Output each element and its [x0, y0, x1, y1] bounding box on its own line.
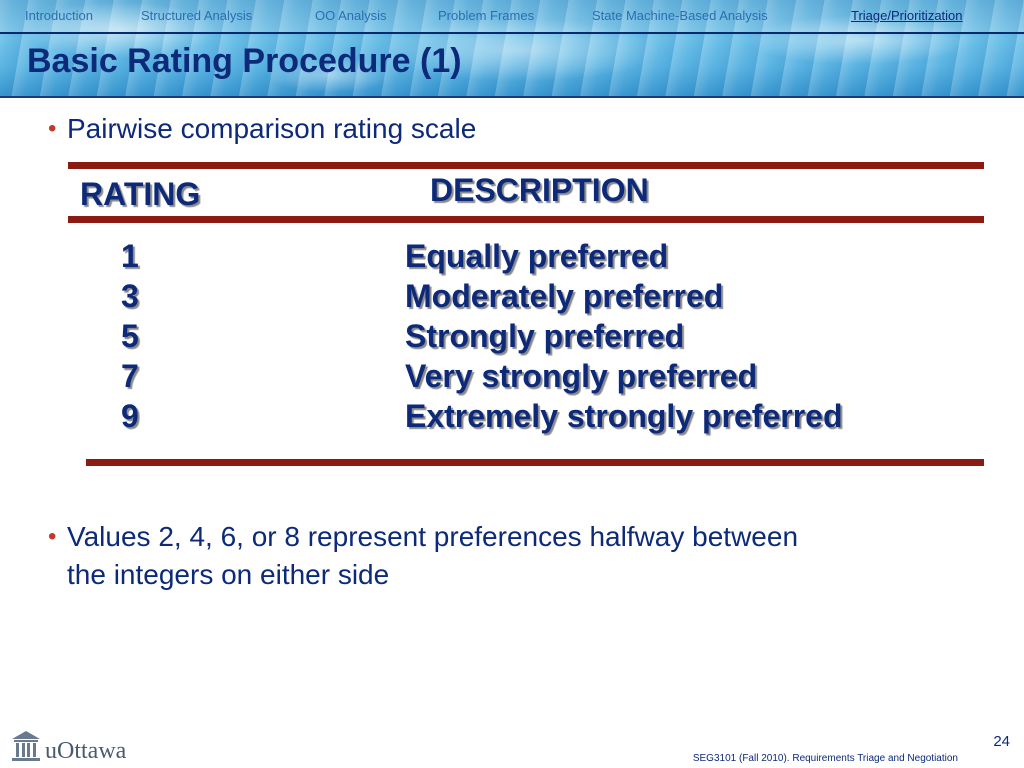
rating-description: Very strongly preferred [405, 358, 758, 394]
bullet-dot-icon: • [48, 523, 57, 550]
nav-item-oo-analysis[interactable]: OO Analysis [315, 8, 387, 23]
nav-item-state-machine-analysis[interactable]: State Machine-Based Analysis [592, 8, 768, 23]
nav-item-triage-prioritization[interactable]: Triage/Prioritization [851, 8, 963, 23]
rating-description: Extremely strongly preferred [405, 398, 843, 434]
university-logo-icon [12, 731, 40, 761]
nav-item-structured-analysis[interactable]: Structured Analysis [141, 8, 253, 23]
nav-item-problem-frames[interactable]: Problem Frames [438, 8, 535, 23]
table-header-rule [68, 216, 984, 223]
section-nav: Introduction Structured Analysis OO Anal… [0, 0, 1024, 34]
bullet-text: Pairwise comparison rating scale [67, 113, 477, 144]
rating-value: 5 [121, 318, 139, 354]
header-rating: RATING [80, 176, 201, 212]
page-number: 24 [993, 733, 1010, 750]
footer-course-title: SEG3101 (Fall 2010). Requirements Triage… [692, 753, 958, 764]
header-banner: Introduction Structured Analysis OO Anal… [0, 0, 1024, 96]
table-bottom-rule [86, 459, 984, 466]
rating-description: Equally preferred [405, 238, 669, 274]
bullet-dot-icon: • [48, 115, 57, 142]
slide-title: Basic Rating Procedure (1) [27, 42, 462, 80]
university-logo-text: uOttawa [45, 738, 127, 764]
nav-item-introduction[interactable]: Introduction [25, 8, 93, 23]
bullet-text: Values 2, 4, 6, or 8 represent preferenc… [67, 521, 799, 552]
header-description: DESCRIPTION [430, 172, 649, 208]
rating-value: 3 [121, 278, 139, 314]
rating-value: 9 [121, 398, 139, 434]
rating-value: 1 [121, 238, 139, 274]
rating-description: Moderately preferred [405, 278, 724, 314]
rating-description: Strongly preferred [405, 318, 685, 354]
bullet-text-continuation: the integers on either side [67, 559, 390, 590]
rating-value: 7 [121, 358, 139, 394]
header-divider [0, 96, 1024, 98]
table-top-rule [68, 162, 984, 169]
